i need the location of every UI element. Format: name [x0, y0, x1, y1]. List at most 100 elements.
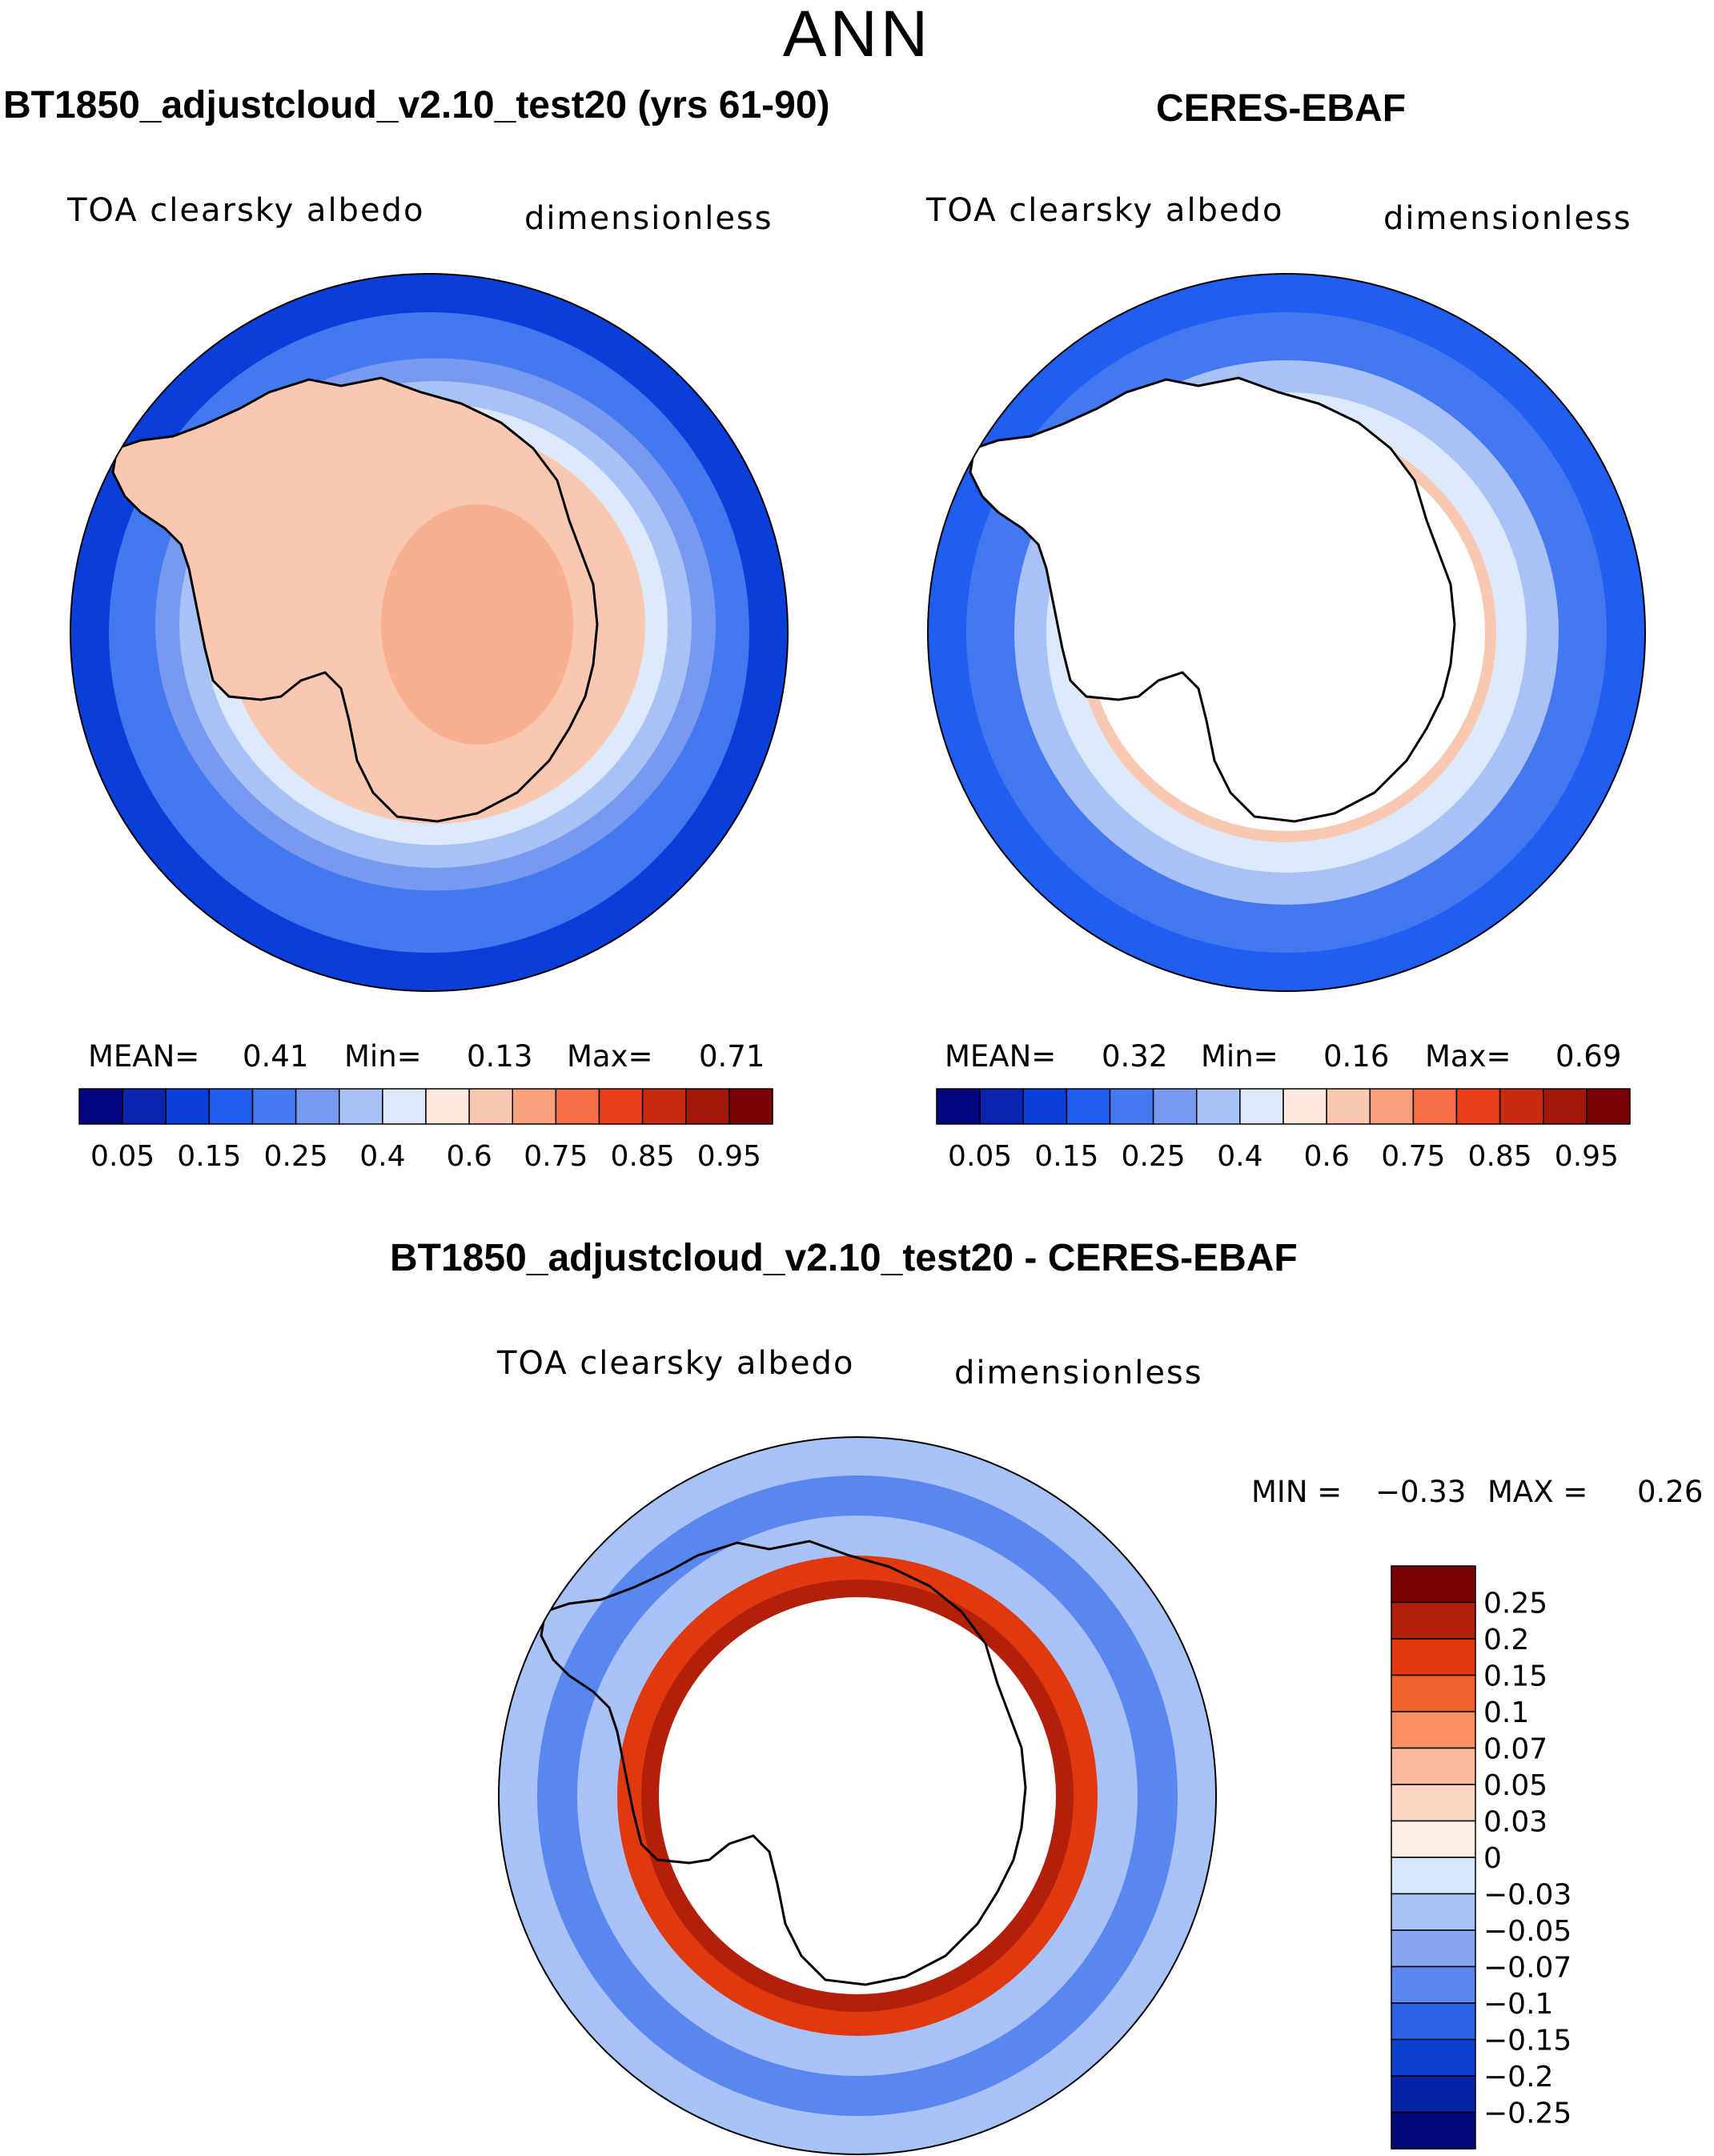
ref-variable-label: TOA clearsky albedo	[926, 192, 1284, 229]
test-colorbar-swatch	[641, 1088, 687, 1125]
test-colorbar: 0.05 0.15 0.25 0.4 0.6 0.75 0.85 0.95	[78, 1088, 773, 1173]
ref-colorbar-tick-label: 0.05	[948, 1140, 1012, 1173]
diff-colorbar: 0.25 0.2 0.150.1 0.070.05 0.030 −0.03−0.05 −0.…	[1391, 1565, 1572, 2150]
diff-panel-title: BT1850_adjustcloud_v2.10_test20 - CERES-…	[390, 1237, 1298, 1279]
test-colorbar-swatch	[382, 1088, 427, 1125]
ref-map	[927, 273, 1646, 992]
missing-interior	[659, 1597, 1056, 1994]
diff-colorbar-swatch	[1391, 1601, 1476, 1640]
ref-colorbar-swatch	[1543, 1088, 1588, 1125]
diff-colorbar-swatch	[1391, 1820, 1476, 1858]
test-colorbar-swatch	[122, 1088, 167, 1125]
test-map	[70, 273, 789, 992]
ref-min-label: Min=	[1201, 1039, 1278, 1074]
diff-colorbar-swatch	[1391, 1638, 1476, 1676]
diff-colorbar-swatch	[1391, 1784, 1476, 1822]
diff-colorbar-tick-label: 0.2	[1483, 1624, 1529, 1656]
antarctic-plateau	[381, 504, 573, 745]
diff-colorbar-tick-label: 0	[1483, 1842, 1502, 1875]
diff-colorbar-swatch	[1391, 2111, 1476, 2150]
diff-colorbar-tick-label: −0.03	[1483, 1879, 1572, 1912]
ref-mean-value: 0.32	[1102, 1039, 1168, 1074]
diff-max-label: MAX =	[1487, 1475, 1588, 1509]
ref-colorbar-tick-label: 0.25	[1122, 1140, 1186, 1173]
diff-colorbar-swatch	[1391, 2075, 1476, 2114]
test-colorbar-tick-label: 0.05	[90, 1140, 155, 1173]
diff-colorbar-tick-label: 0.1	[1483, 1696, 1529, 1729]
ref-colorbar-tick-label: 0.95	[1555, 1140, 1619, 1173]
ref-colorbar-swatch	[1455, 1088, 1501, 1125]
test-max-value: 0.71	[699, 1039, 765, 1074]
ref-colorbar-swatch	[1152, 1088, 1198, 1125]
test-variable-label: TOA clearsky albedo	[67, 192, 425, 229]
test-colorbar-swatch	[468, 1088, 513, 1125]
test-colorbar-swatch	[425, 1088, 470, 1125]
test-max-label: Max=	[567, 1039, 653, 1074]
ref-panel-title: CERES-EBAF	[1156, 87, 1407, 130]
diff-colorbar-swatch	[1391, 1857, 1476, 1895]
diff-colorbar-swatch	[1391, 1747, 1476, 1785]
diff-colorbar-tick-label: −0.05	[1483, 1915, 1572, 1948]
diff-colorbar-swatch	[1391, 2038, 1476, 2077]
diff-colorbar-tick-label: −0.25	[1483, 2098, 1572, 2130]
ref-max-value: 0.69	[1555, 1039, 1622, 1074]
figure-season-title: ANN	[782, 0, 932, 70]
diff-colorbar-tick-label: 0.05	[1483, 1769, 1547, 1802]
map-boundary	[927, 273, 1646, 992]
map-boundary	[498, 1436, 1217, 2155]
test-colorbar-tick-label: 0.15	[177, 1140, 241, 1173]
test-units-label: dimensionless	[524, 200, 773, 237]
test-colorbar-swatch	[251, 1088, 297, 1125]
ref-mean-label: MEAN=	[945, 1039, 1057, 1074]
test-colorbar-swatch	[78, 1088, 123, 1125]
diff-variable-label: TOA clearsky albedo	[497, 1345, 855, 1382]
diff-colorbar-tick-label: 0.15	[1483, 1660, 1547, 1693]
ref-colorbar-tick-label: 0.75	[1381, 1140, 1445, 1173]
ref-colorbar-swatch	[1109, 1088, 1154, 1125]
ref-min-value: 0.16	[1323, 1039, 1390, 1074]
ref-max-label: Max=	[1425, 1039, 1511, 1074]
test-min-value: 0.13	[467, 1039, 533, 1074]
ref-colorbar-swatch	[1586, 1088, 1631, 1125]
test-colorbar-tick-label: 0.6	[446, 1140, 492, 1173]
test-colorbar-tick-label: 0.85	[611, 1140, 675, 1173]
diff-map	[498, 1436, 1217, 2155]
ref-colorbar-swatch	[1239, 1088, 1284, 1125]
test-mean-value: 0.41	[243, 1039, 309, 1074]
ref-colorbar-swatch	[1196, 1088, 1241, 1125]
test-colorbar-swatch	[208, 1088, 254, 1125]
diff-colorbar-tick-label: 0.03	[1483, 1806, 1547, 1839]
diff-colorbar-swatch	[1391, 1674, 1476, 1712]
test-colorbar-swatch	[339, 1088, 383, 1125]
test-colorbar-swatch	[555, 1088, 600, 1125]
diff-min-label: MIN =	[1251, 1475, 1343, 1509]
diff-max-value: 0.26	[1637, 1475, 1704, 1509]
test-colorbar-tick-label: 0.95	[697, 1140, 761, 1173]
diff-units-label: dimensionless	[954, 1355, 1203, 1391]
test-colorbar-swatch	[512, 1088, 557, 1125]
test-colorbar-tick-label: 0.75	[524, 1140, 588, 1173]
ref-colorbar-swatch	[1499, 1088, 1544, 1125]
diff-colorbar-tick-label: 0.07	[1483, 1733, 1547, 1766]
ref-colorbar-swatch	[936, 1088, 981, 1125]
test-colorbar-swatch	[685, 1088, 730, 1125]
ref-colorbar-swatch	[1369, 1088, 1415, 1125]
ref-colorbar: 0.05 0.15 0.25 0.4 0.6 0.75 0.85 0.95	[936, 1088, 1631, 1173]
ref-colorbar-swatch	[1326, 1088, 1371, 1125]
diff-colorbar-tick-label: −0.07	[1483, 1952, 1572, 1985]
test-panel-title: BT1850_adjustcloud_v2.10_test20 (yrs 61-…	[3, 84, 830, 126]
test-colorbar-swatch	[295, 1088, 340, 1125]
diff-colorbar-swatch	[1391, 1565, 1476, 1604]
ref-colorbar-tick-label: 0.15	[1034, 1140, 1098, 1173]
ref-colorbar-swatch	[1412, 1088, 1458, 1125]
ref-colorbar-tick-label: 0.4	[1217, 1140, 1262, 1173]
test-colorbar-swatch	[729, 1088, 773, 1125]
diff-colorbar-tick-label: 0.25	[1483, 1588, 1547, 1620]
diff-colorbar-tick-label: −0.15	[1483, 2025, 1572, 2058]
diff-colorbar-swatch	[1391, 2002, 1476, 2041]
diff-colorbar-swatch	[1391, 1929, 1476, 1968]
test-colorbar-tick-label: 0.4	[359, 1140, 405, 1173]
diff-colorbar-tick-label: −0.1	[1483, 1988, 1553, 2021]
ref-units-label: dimensionless	[1383, 200, 1632, 237]
diff-colorbar-swatch	[1391, 1893, 1476, 1931]
